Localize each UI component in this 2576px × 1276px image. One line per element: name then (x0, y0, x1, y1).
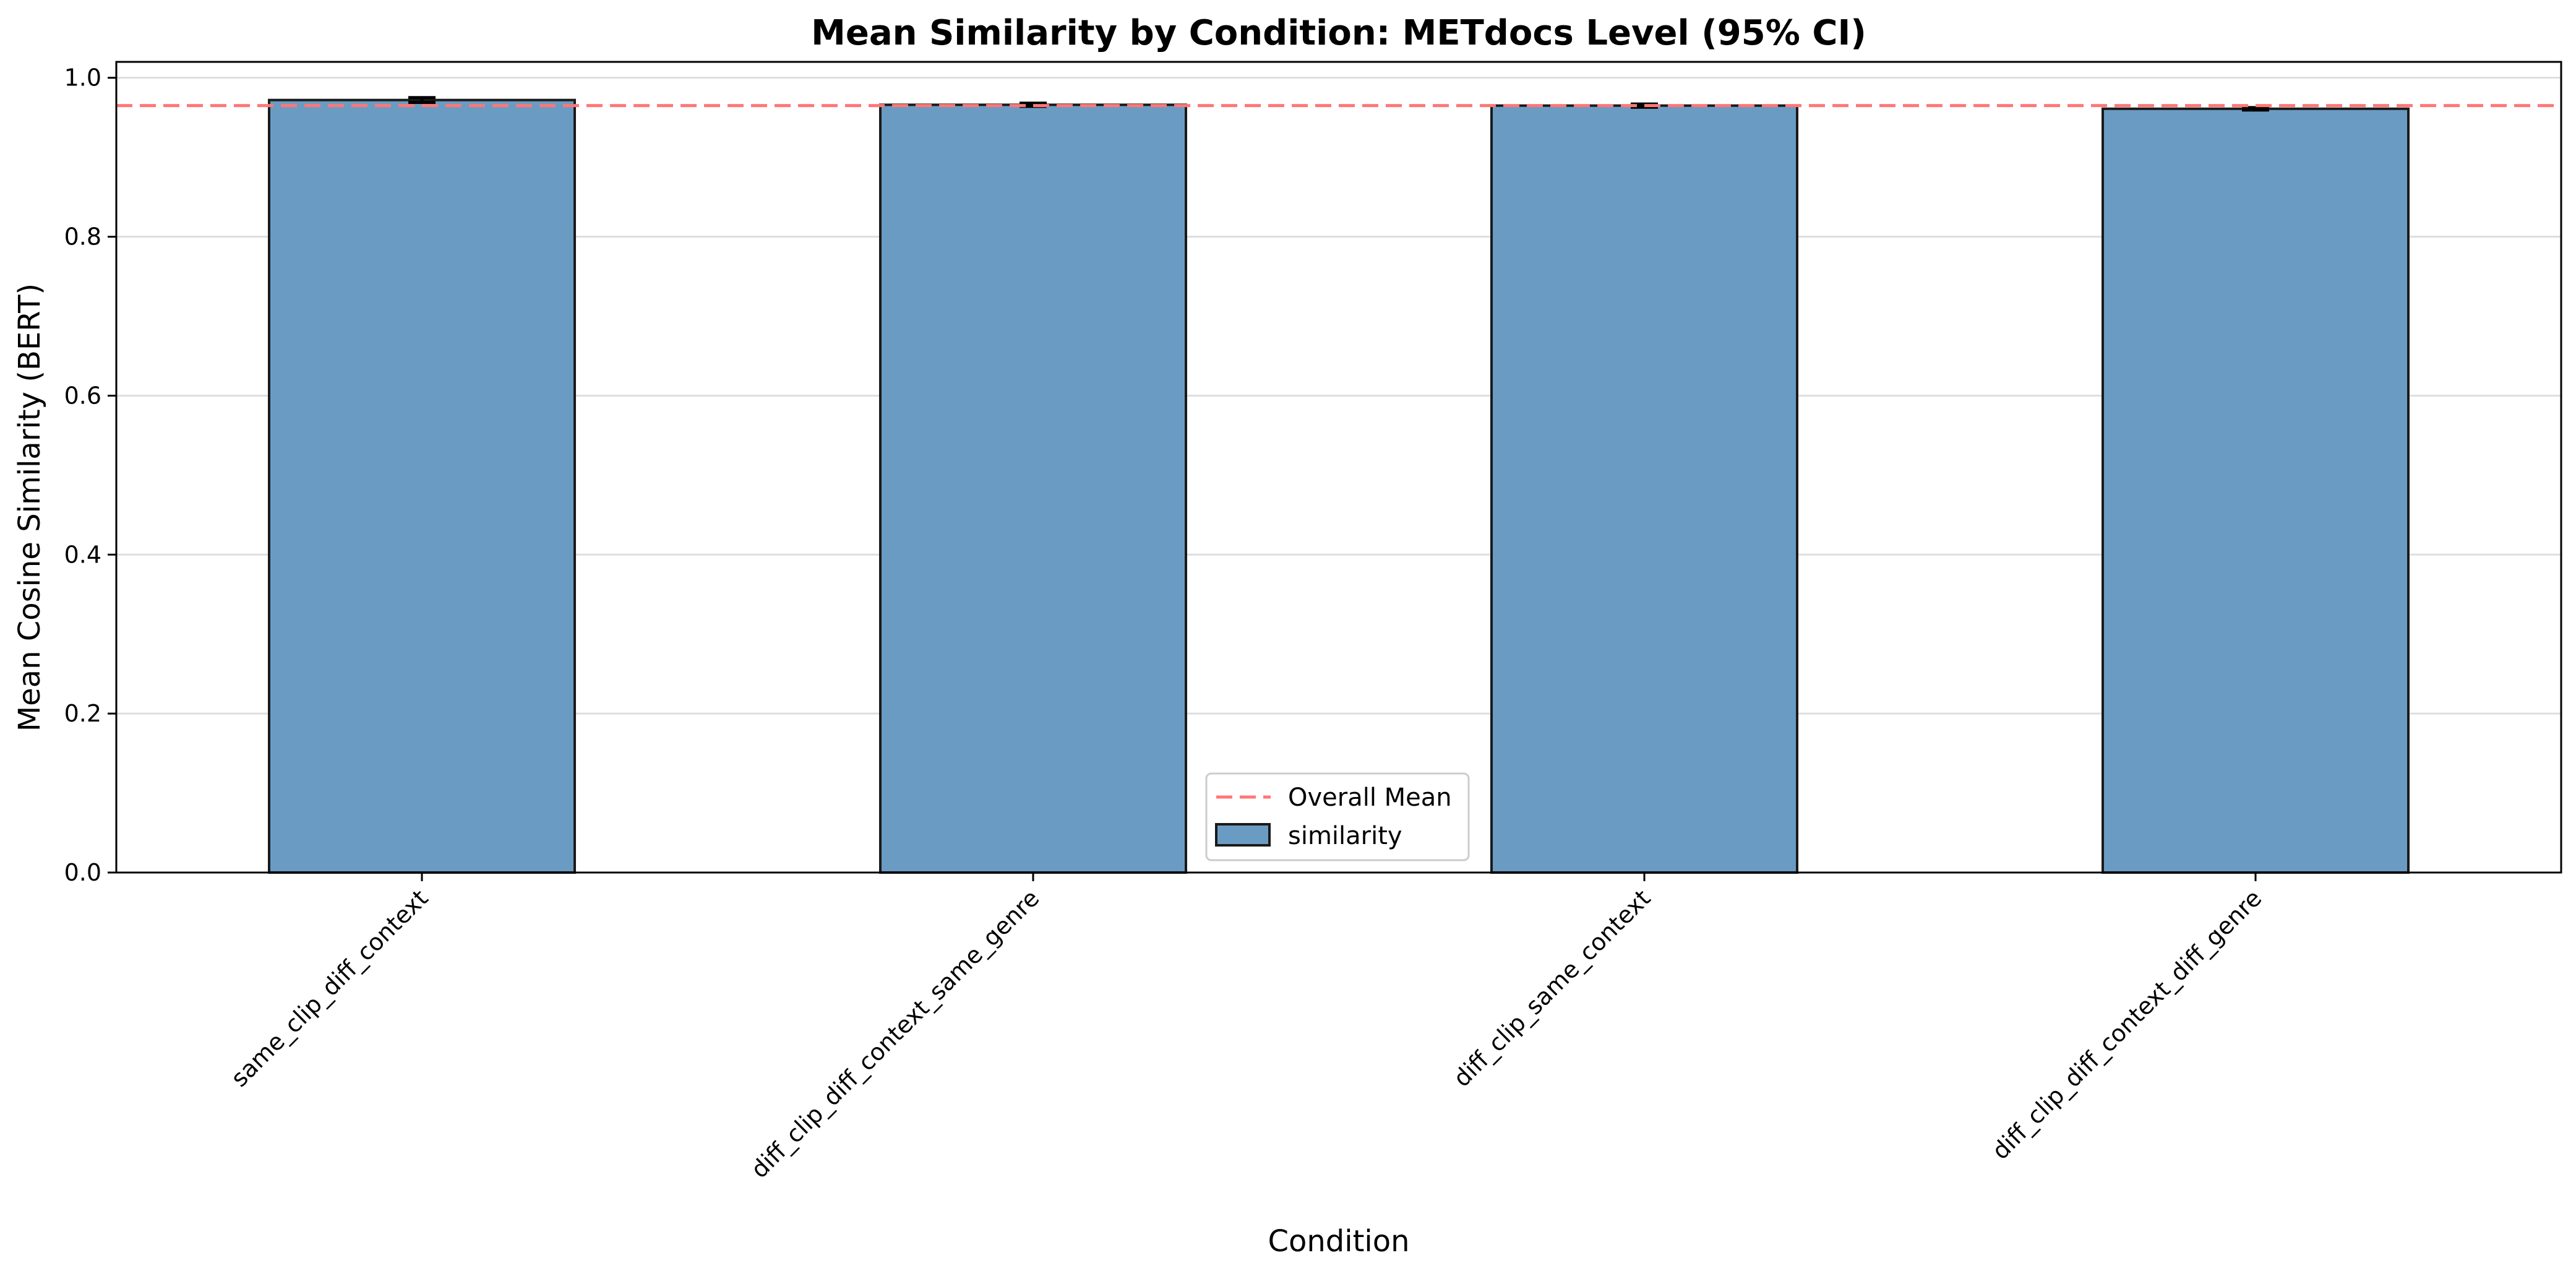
legend: Overall Mean similarity (1205, 772, 1470, 861)
y-tick-label: 0.2 (64, 700, 101, 727)
legend-frame (1205, 772, 1470, 861)
y-axis-label: Mean Cosine Similarity (BERT) (12, 283, 47, 732)
chart-title: Mean Similarity by Condition: METdocs Le… (811, 13, 1866, 53)
bar (879, 103, 1187, 874)
y-axis-ticks: 0.0 0.2 0.4 0.6 0.8 1.0 (64, 64, 116, 886)
axes (115, 61, 2562, 874)
plot-frame (115, 61, 2562, 874)
legend-bar-swatch (1215, 823, 1271, 847)
y-tick-label: 0.8 (64, 223, 101, 251)
bars (268, 96, 2410, 874)
x-axis-label: Condition (1268, 1224, 1409, 1259)
bar (268, 98, 576, 874)
legend-series-label: similarity (1288, 822, 1402, 850)
y-tick-label: 0.4 (64, 541, 101, 568)
y-tick-label: 0.0 (64, 859, 101, 886)
bar (2102, 107, 2410, 874)
y-tick-label: 1.0 (64, 64, 101, 92)
legend-mean-label: Overall Mean (1288, 783, 1452, 812)
bar (1490, 104, 1798, 874)
y-tick-label: 0.6 (64, 382, 101, 409)
